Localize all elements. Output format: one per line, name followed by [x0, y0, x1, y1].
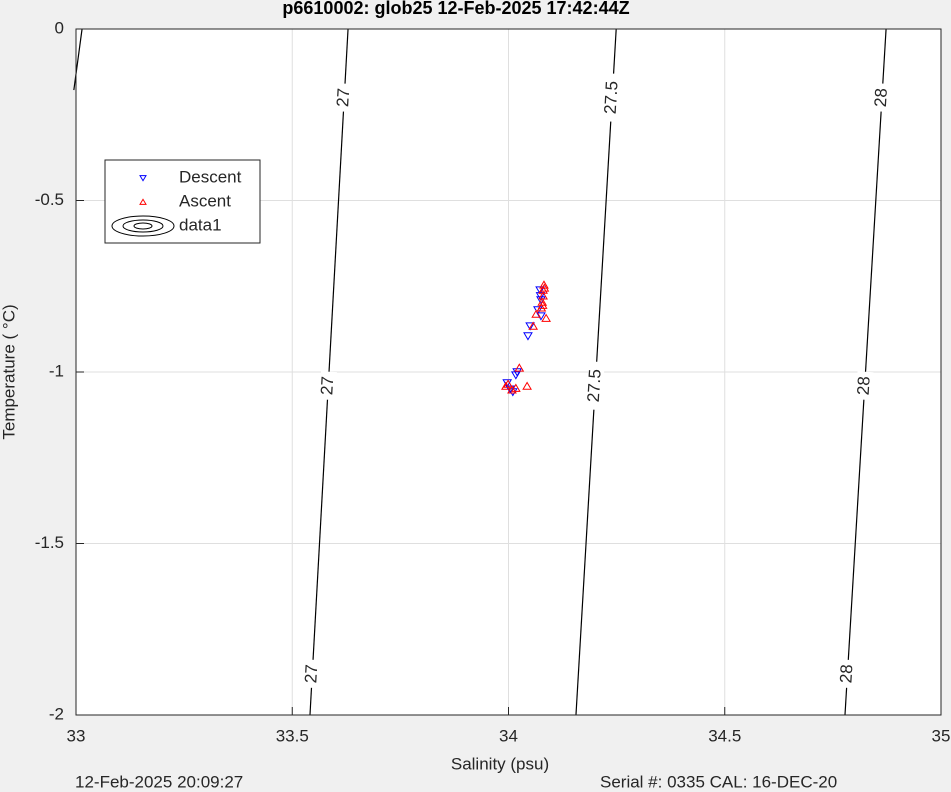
x-tick-label: 35: [932, 726, 951, 745]
contour-label: 28: [836, 664, 856, 684]
point: [525, 322, 535, 331]
point: [541, 313, 552, 322]
point: [531, 309, 542, 318]
x-tick-label: 33: [67, 726, 86, 745]
point: [501, 381, 511, 390]
footer-serial: Serial #: 0335 CAL: 16-DEC-20: [600, 772, 837, 791]
legend-contour-icon: [111, 215, 175, 237]
legend-contour-icon: [122, 219, 164, 233]
contour-label-bg: [873, 83, 891, 113]
legend-label: Descent: [179, 167, 242, 186]
contour-label: 27.5: [584, 369, 605, 403]
legend-marker: [139, 175, 147, 182]
plot: 27 27 27 27.5 27.5 28 28 28: [73, 28, 891, 716]
point: [523, 332, 533, 341]
point: [514, 363, 525, 372]
point: [528, 321, 539, 330]
x-tick-label: 33.5: [276, 726, 309, 745]
contour-label: 27.5: [601, 80, 622, 114]
y-tick-label: -2: [49, 704, 64, 723]
x-tick-label: 34.5: [708, 726, 741, 745]
point: [536, 312, 546, 321]
point: [510, 371, 521, 380]
legend-contour-icon: [133, 222, 153, 230]
contour-label: 27: [301, 664, 321, 684]
point: [510, 383, 521, 392]
contour-label-bg: [319, 371, 338, 401]
point: [522, 381, 532, 390]
point: [539, 283, 550, 292]
legend-label: Ascent: [179, 191, 231, 210]
point: [535, 286, 545, 295]
y-tick-label: -0.5: [35, 190, 64, 209]
contour-label-bg: [855, 371, 874, 401]
contour-label-bg: [602, 73, 622, 123]
point: [537, 300, 548, 309]
legend: Descent Ascent data1: [104, 159, 261, 244]
contour-label: 28: [871, 88, 891, 108]
y-axis-label: Temperature ( °C): [0, 304, 18, 439]
contour-label-bg: [838, 659, 857, 689]
y-tick-label: -1.5: [35, 533, 64, 552]
contour-label-bg: [335, 83, 353, 113]
point: [535, 292, 546, 301]
contour-label-bg: [585, 361, 605, 411]
contour-line: [73, 28, 83, 91]
legend-marker: [139, 198, 147, 205]
chart-title: p6610002: glob25 12-Feb-2025 17:42:44Z: [282, 0, 629, 18]
contour-label: 28: [854, 376, 874, 396]
legend-box: [104, 159, 261, 244]
x-axis-label: Salinity (psu): [451, 754, 549, 773]
contour-label-bg: [303, 659, 322, 689]
legend-label: data1: [179, 215, 222, 234]
footer-date: 12-Feb-2025 20:09:27: [75, 772, 243, 791]
contour-label: 27: [317, 376, 337, 396]
y-tick-label: -1: [49, 361, 64, 380]
contour-label: 27: [333, 88, 353, 108]
point: [503, 379, 513, 388]
y-tick-label: 0: [55, 18, 64, 37]
x-tick-label: 34: [499, 726, 518, 745]
